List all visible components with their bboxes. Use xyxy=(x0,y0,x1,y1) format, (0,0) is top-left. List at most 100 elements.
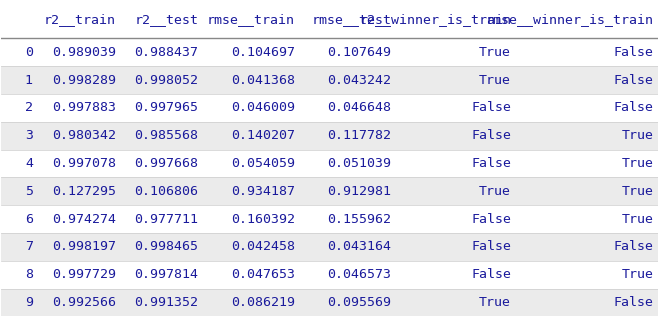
Text: 0.980342: 0.980342 xyxy=(51,129,116,142)
FancyBboxPatch shape xyxy=(396,1,516,38)
FancyBboxPatch shape xyxy=(38,261,120,288)
FancyBboxPatch shape xyxy=(120,1,203,38)
FancyBboxPatch shape xyxy=(120,177,203,205)
Text: False: False xyxy=(471,157,511,170)
Text: 0.107649: 0.107649 xyxy=(328,46,391,59)
Text: False: False xyxy=(471,268,511,281)
Text: 1: 1 xyxy=(25,74,33,87)
Text: 0.997814: 0.997814 xyxy=(134,268,198,281)
Text: 0.992566: 0.992566 xyxy=(51,296,116,309)
Text: False: False xyxy=(614,296,654,309)
Text: r2__train: r2__train xyxy=(43,13,116,26)
FancyBboxPatch shape xyxy=(396,233,516,261)
FancyBboxPatch shape xyxy=(516,94,658,122)
FancyBboxPatch shape xyxy=(396,205,516,233)
FancyBboxPatch shape xyxy=(516,150,658,177)
Text: 0.140207: 0.140207 xyxy=(231,129,295,142)
Text: 0.989039: 0.989039 xyxy=(51,46,116,59)
Text: 0.041368: 0.041368 xyxy=(231,74,295,87)
Text: True: True xyxy=(479,46,511,59)
FancyBboxPatch shape xyxy=(203,38,300,66)
Text: 0.985568: 0.985568 xyxy=(134,129,198,142)
FancyBboxPatch shape xyxy=(1,288,38,316)
Text: False: False xyxy=(614,46,654,59)
Text: 0.977711: 0.977711 xyxy=(134,212,198,225)
Text: 0.912981: 0.912981 xyxy=(328,185,391,198)
Text: 7: 7 xyxy=(25,240,33,253)
FancyBboxPatch shape xyxy=(396,94,516,122)
FancyBboxPatch shape xyxy=(300,288,396,316)
FancyBboxPatch shape xyxy=(38,288,120,316)
Text: 0.997668: 0.997668 xyxy=(134,157,198,170)
Text: False: False xyxy=(614,74,654,87)
Text: 8: 8 xyxy=(25,268,33,281)
Text: 0.997729: 0.997729 xyxy=(51,268,116,281)
FancyBboxPatch shape xyxy=(203,205,300,233)
Text: 0.974274: 0.974274 xyxy=(51,212,116,225)
FancyBboxPatch shape xyxy=(1,122,38,150)
Text: 0.998197: 0.998197 xyxy=(51,240,116,253)
Text: True: True xyxy=(621,129,654,142)
Text: True: True xyxy=(621,157,654,170)
FancyBboxPatch shape xyxy=(120,261,203,288)
FancyBboxPatch shape xyxy=(516,122,658,150)
FancyBboxPatch shape xyxy=(38,177,120,205)
FancyBboxPatch shape xyxy=(396,261,516,288)
FancyBboxPatch shape xyxy=(120,150,203,177)
FancyBboxPatch shape xyxy=(516,177,658,205)
FancyBboxPatch shape xyxy=(396,66,516,94)
Text: 0.046573: 0.046573 xyxy=(328,268,391,281)
FancyBboxPatch shape xyxy=(203,66,300,94)
FancyBboxPatch shape xyxy=(203,288,300,316)
Text: 0.046009: 0.046009 xyxy=(231,101,295,114)
Text: 0.160392: 0.160392 xyxy=(231,212,295,225)
Text: True: True xyxy=(621,185,654,198)
FancyBboxPatch shape xyxy=(203,150,300,177)
Text: 0.047653: 0.047653 xyxy=(231,268,295,281)
FancyBboxPatch shape xyxy=(120,233,203,261)
Text: rmse__winner_is_train: rmse__winner_is_train xyxy=(486,13,654,26)
FancyBboxPatch shape xyxy=(38,233,120,261)
FancyBboxPatch shape xyxy=(516,233,658,261)
FancyBboxPatch shape xyxy=(516,261,658,288)
Text: 0.054059: 0.054059 xyxy=(231,157,295,170)
Text: 0.991352: 0.991352 xyxy=(134,296,198,309)
Text: 0.106806: 0.106806 xyxy=(134,185,198,198)
FancyBboxPatch shape xyxy=(203,94,300,122)
FancyBboxPatch shape xyxy=(203,177,300,205)
FancyBboxPatch shape xyxy=(300,150,396,177)
FancyBboxPatch shape xyxy=(1,205,38,233)
Text: 0.988437: 0.988437 xyxy=(134,46,198,59)
Text: 0.155962: 0.155962 xyxy=(328,212,391,225)
Text: 0: 0 xyxy=(25,46,33,59)
Text: 0.046648: 0.046648 xyxy=(328,101,391,114)
FancyBboxPatch shape xyxy=(1,177,38,205)
Text: 0.042458: 0.042458 xyxy=(231,240,295,253)
FancyBboxPatch shape xyxy=(38,150,120,177)
FancyBboxPatch shape xyxy=(300,177,396,205)
FancyBboxPatch shape xyxy=(300,233,396,261)
Text: 0.043242: 0.043242 xyxy=(328,74,391,87)
Text: 0.998465: 0.998465 xyxy=(134,240,198,253)
FancyBboxPatch shape xyxy=(300,205,396,233)
Text: 0.997883: 0.997883 xyxy=(51,101,116,114)
FancyBboxPatch shape xyxy=(516,205,658,233)
FancyBboxPatch shape xyxy=(203,233,300,261)
FancyBboxPatch shape xyxy=(120,288,203,316)
FancyBboxPatch shape xyxy=(1,150,38,177)
Text: 0.051039: 0.051039 xyxy=(328,157,391,170)
FancyBboxPatch shape xyxy=(300,94,396,122)
FancyBboxPatch shape xyxy=(120,205,203,233)
FancyBboxPatch shape xyxy=(1,1,38,38)
FancyBboxPatch shape xyxy=(300,122,396,150)
Text: 0.997965: 0.997965 xyxy=(134,101,198,114)
Text: False: False xyxy=(614,101,654,114)
FancyBboxPatch shape xyxy=(38,1,120,38)
FancyBboxPatch shape xyxy=(38,205,120,233)
FancyBboxPatch shape xyxy=(396,150,516,177)
FancyBboxPatch shape xyxy=(38,122,120,150)
Text: 0.998052: 0.998052 xyxy=(134,74,198,87)
Text: False: False xyxy=(471,129,511,142)
Text: True: True xyxy=(479,296,511,309)
Text: False: False xyxy=(471,101,511,114)
